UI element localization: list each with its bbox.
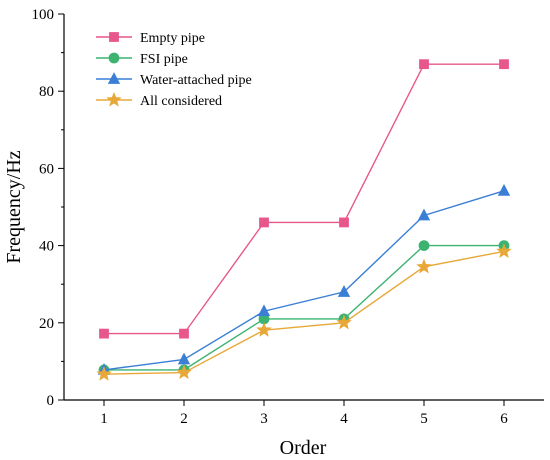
legend-marker [108, 52, 120, 64]
y-tick-label: 0 [47, 393, 55, 409]
x-tick-label: 4 [340, 411, 348, 427]
y-ticks: 0 20 40 60 80 100 [32, 7, 64, 409]
x-tick-label: 6 [500, 411, 508, 427]
data-point [499, 59, 509, 70]
data-point [337, 285, 351, 297]
legend-marker [106, 91, 122, 107]
x-tick-label: 1 [100, 411, 108, 427]
x-axis-label: Order [280, 437, 327, 459]
legend-marker [109, 32, 119, 42]
data-point [336, 314, 352, 330]
data-point [417, 208, 431, 221]
legend-label: Empty pipe [140, 31, 205, 46]
legend-item: Empty pipe [96, 31, 205, 46]
data-point [339, 217, 349, 228]
data-point [259, 217, 269, 228]
x-ticks: 1 2 3 4 5 6 [100, 400, 508, 427]
legend-item: Water-attached pipe [96, 72, 252, 88]
y-tick-label: 80 [39, 84, 54, 100]
data-point [416, 258, 432, 274]
series-line [103, 190, 505, 371]
series-line [103, 250, 505, 375]
series-line [104, 63, 504, 335]
y-tick-label: 100 [32, 7, 55, 23]
legend-marker [107, 72, 121, 84]
legend-label: FSI pipe [140, 52, 188, 67]
series-2 [98, 240, 510, 376]
series-layer [96, 59, 512, 381]
y-axis-label: Frequency/Hz [3, 150, 25, 263]
data-point [497, 183, 511, 196]
series-line [104, 244, 504, 371]
data-point [419, 59, 429, 70]
series-4 [96, 243, 512, 381]
x-tick-label: 5 [420, 411, 428, 427]
y-tick-label: 20 [39, 316, 54, 332]
series-3 [97, 183, 511, 375]
data-point [176, 364, 192, 380]
data-point [177, 352, 191, 365]
legend-item: All considered [96, 91, 222, 109]
data-point [496, 243, 512, 258]
data-point [418, 240, 430, 252]
x-tick-label: 2 [180, 411, 188, 427]
legend-item: FSI pipe [96, 52, 188, 67]
y-tick-label: 40 [39, 239, 54, 255]
y-tick-label: 60 [39, 161, 54, 177]
data-point [256, 322, 272, 337]
data-point [179, 328, 189, 339]
legend-label: All considered [140, 94, 222, 109]
legend-label: Water-attached pipe [140, 73, 252, 88]
x-tick-label: 3 [260, 411, 268, 427]
data-point [257, 304, 271, 317]
series-1 [99, 59, 509, 339]
data-point [96, 366, 112, 381]
legend: Empty pipe FSI pipe Water-attached pipe All… [96, 31, 252, 109]
data-point [99, 328, 109, 339]
